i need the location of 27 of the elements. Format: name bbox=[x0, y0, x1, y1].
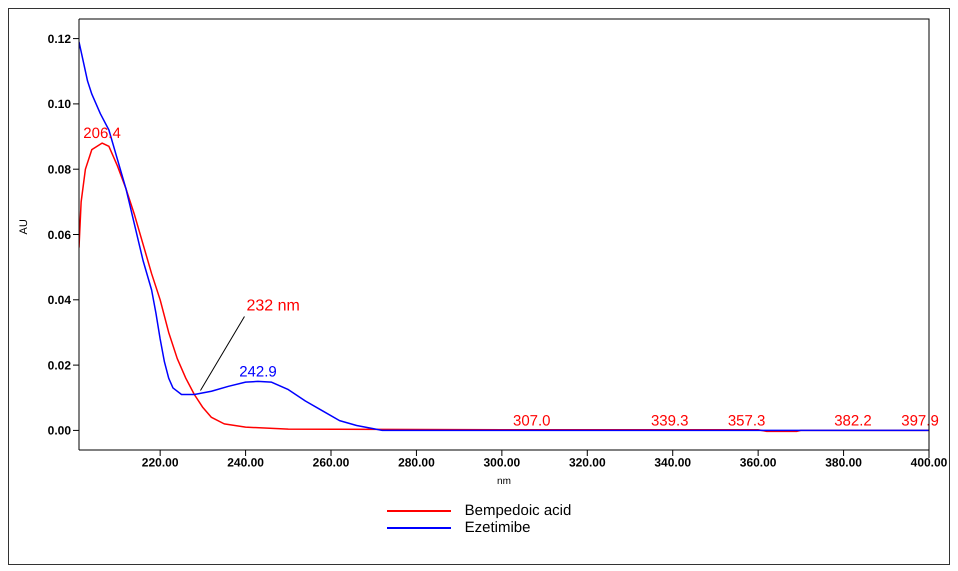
annotation: 242.9 bbox=[239, 363, 277, 380]
x-tick-label: 360.00 bbox=[740, 456, 777, 470]
annotation: 382.2 bbox=[834, 412, 872, 430]
y-tick-label: 0.10 bbox=[48, 97, 72, 112]
annotation: 232 nm bbox=[246, 297, 300, 314]
y-tick-label: 0.08 bbox=[48, 162, 72, 176]
annotation: 357.3 bbox=[728, 412, 766, 430]
x-tick-label: 280.00 bbox=[398, 456, 436, 470]
annotation: 307.0 bbox=[512, 412, 551, 430]
x-tick-label: 320.00 bbox=[568, 456, 606, 470]
x-tick-label: 240.00 bbox=[227, 456, 264, 470]
legend-label: Bempedoic acid bbox=[464, 502, 572, 519]
x-tick-label: 300.00 bbox=[484, 456, 521, 470]
x-tick-label: 400.00 bbox=[910, 456, 948, 470]
y-axis-title: AU bbox=[18, 219, 30, 234]
y-tick-label: 0.12 bbox=[48, 32, 72, 46]
y-tick-label: 0.02 bbox=[48, 358, 72, 372]
y-tick-label: 0.04 bbox=[48, 293, 72, 308]
x-tick-label: 340.00 bbox=[654, 456, 692, 470]
legend-label: Ezetimibe bbox=[464, 519, 530, 536]
x-axis-title: nm bbox=[497, 476, 511, 487]
y-tick-label: 0.00 bbox=[48, 424, 72, 438]
x-tick-label: 380.00 bbox=[825, 456, 862, 470]
y-tick-label: 0.06 bbox=[48, 228, 72, 242]
annotation: 339.3 bbox=[650, 412, 688, 430]
x-tick-label: 260.00 bbox=[312, 456, 350, 470]
x-tick-label: 220.00 bbox=[142, 456, 179, 470]
